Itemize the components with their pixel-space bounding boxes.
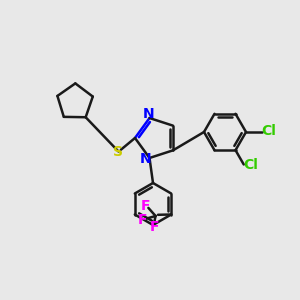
Text: F: F — [141, 199, 151, 212]
Text: N: N — [143, 107, 155, 122]
Text: F: F — [149, 220, 159, 234]
Text: Cl: Cl — [243, 158, 258, 172]
Text: F: F — [138, 214, 148, 227]
Text: S: S — [113, 145, 124, 158]
Text: N: N — [140, 152, 152, 166]
Text: Cl: Cl — [262, 124, 277, 138]
